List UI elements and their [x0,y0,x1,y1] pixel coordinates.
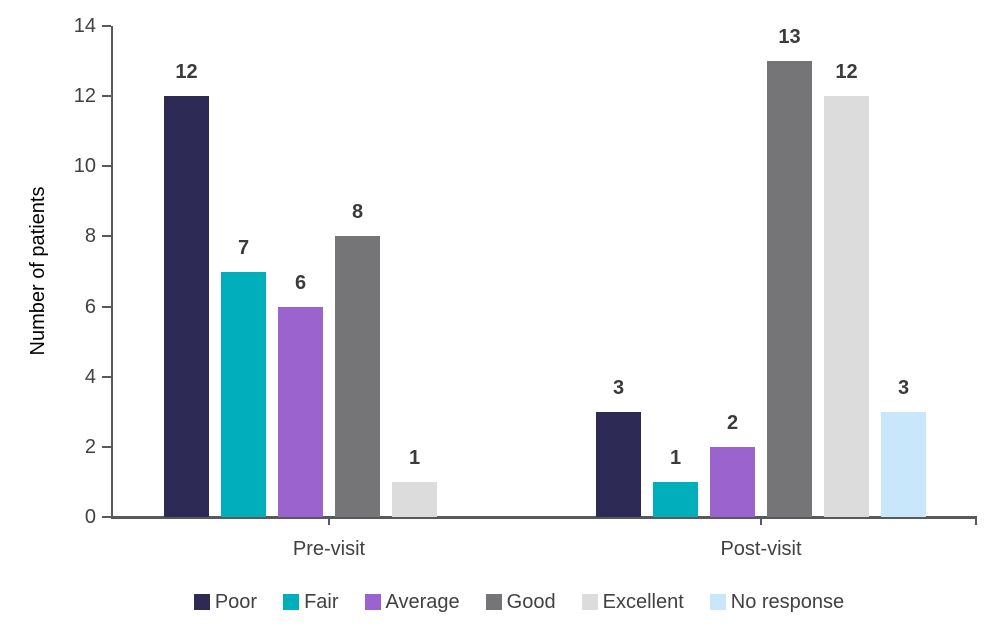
legend-label-poor: Poor [214,591,258,613]
bar-value-post-visit-excellent: 12 [835,61,858,84]
y-tick-mark [102,375,111,378]
x-axis-line [111,516,977,519]
legend-item-excellent: Excellent [581,589,684,615]
legend-label-average: Average [385,591,460,613]
legend-item-poor: Poor [193,589,258,615]
y-tick-label: 14 [73,15,96,37]
y-tick-label: 2 [84,435,96,458]
y-tick-label: 6 [84,295,96,318]
legend-swatch-no-response [709,594,726,610]
bar-value-pre-visit-average: 6 [294,271,307,294]
bar-value-pre-visit-excellent: 1 [408,446,421,469]
bar-post-visit-excellent [824,96,869,517]
bar-post-visit-good [767,61,812,517]
bar-value-post-visit-no-response: 3 [897,376,910,399]
legend-label-good: Good [506,591,556,613]
bar-value-post-visit-good: 13 [778,26,801,49]
category-label-post-visit: Post-visit [720,538,802,560]
bar-value-post-visit-average: 2 [726,411,739,434]
bar-post-visit-fair [653,481,698,517]
y-tick-mark [102,165,111,168]
legend-label-no-response: No response [730,591,845,613]
y-tick-label: 10 [73,155,96,178]
legend-label-excellent: Excellent [602,591,684,613]
bar-value-post-visit-fair: 1 [669,446,682,469]
x-tick-mark-post-visit [760,517,762,525]
bar-post-visit-poor [596,411,641,517]
legend-swatch-average [364,594,381,610]
category-label-pre-visit: Pre-visit [292,538,366,560]
bar-pre-visit-good [335,236,380,517]
bar-pre-visit-excellent [392,481,437,517]
bar-value-pre-visit-poor: 12 [175,61,198,84]
y-tick-label: 12 [73,85,96,108]
y-tick-mark [102,445,111,448]
y-tick-mark [102,516,111,518]
y-tick-mark [102,25,111,27]
bar-value-pre-visit-fair: 7 [237,236,250,259]
y-axis-title: Number of patients [27,186,49,356]
bar-pre-visit-average [278,306,323,517]
legend-swatch-excellent [581,594,598,610]
bar-value-pre-visit-good: 8 [351,201,364,224]
bar-pre-visit-poor [164,96,209,517]
legend-item-no-response: No response [709,589,845,615]
legend-swatch-fair [283,594,300,610]
legend-swatch-good [485,594,502,610]
y-axis-line [111,26,113,519]
legend-item-fair: Fair [283,589,339,615]
bar-pre-visit-fair [221,271,266,517]
y-tick-label: 4 [84,365,96,388]
x-axis-end-tick [975,517,977,525]
legend-item-average: Average [364,589,460,615]
legend-swatch-poor [193,594,210,610]
y-tick-mark [102,95,111,98]
legend-label-fair: Fair [304,591,339,613]
bar-post-visit-average [710,446,755,517]
bar-post-visit-no-response [881,411,926,517]
y-tick-label: 0 [84,506,96,528]
x-tick-mark-pre-visit [328,517,330,525]
legend: Poor Fair Average Good Excellent No response [89,589,949,615]
y-tick-mark [102,235,111,238]
y-tick-label: 8 [84,225,96,248]
y-tick-mark [102,305,111,308]
legend-item-good: Good [485,589,556,615]
bar-value-post-visit-poor: 3 [612,376,625,399]
